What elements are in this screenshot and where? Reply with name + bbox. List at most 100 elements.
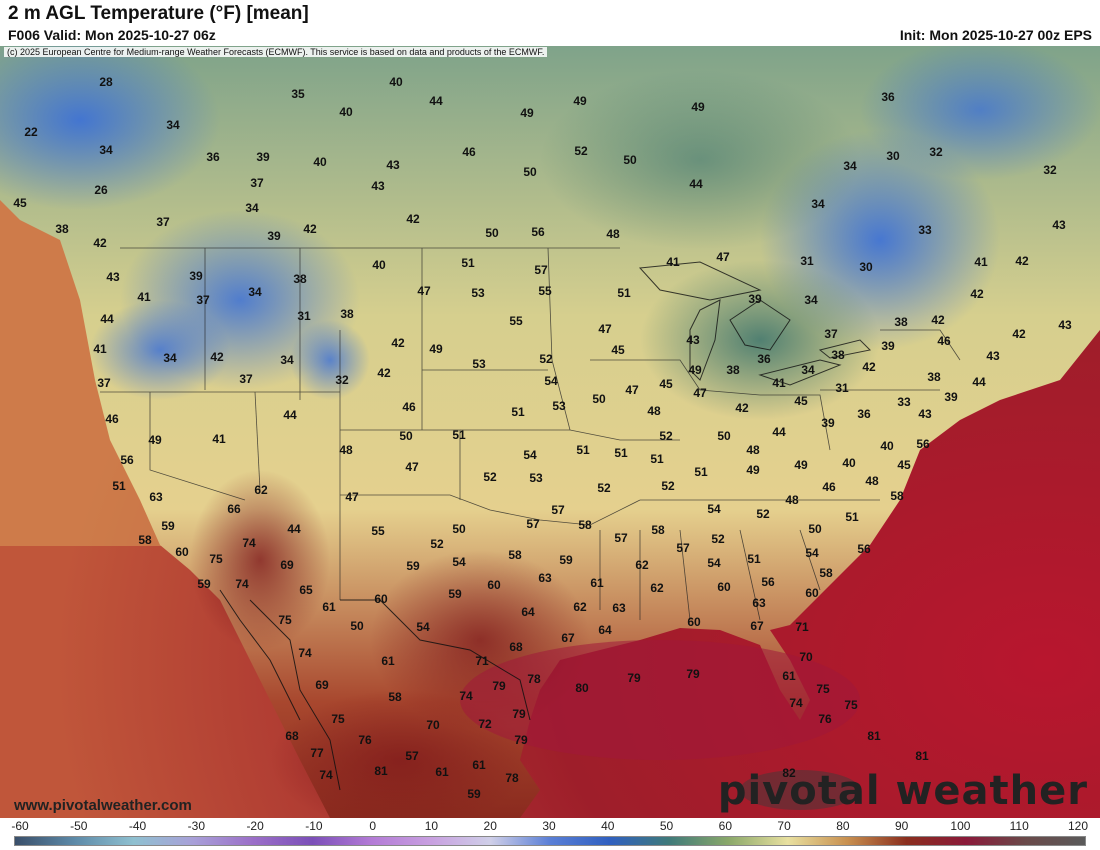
temperature-value: 45 <box>794 394 808 408</box>
temperature-value: 76 <box>818 712 832 726</box>
cold-region-labrador <box>860 46 1100 180</box>
temperature-value: 44 <box>429 94 443 108</box>
temperature-value: 37 <box>824 327 838 341</box>
temperature-value: 58 <box>819 566 833 580</box>
color-scale-tick: 90 <box>894 819 909 833</box>
temperature-value: 57 <box>405 749 419 763</box>
temperature-map[interactable]: 28 22 34 34 36 39 35 40 40 44 49 49 49 46 52 50 44 43 43 40… <box>0 46 1100 818</box>
color-scale-tick: 70 <box>777 819 791 833</box>
temperature-value: 34 <box>843 159 857 173</box>
temperature-value: 53 <box>552 399 566 413</box>
color-scale-tick: 40 <box>601 819 615 833</box>
temperature-value: 53 <box>529 471 543 485</box>
cuba <box>740 770 860 810</box>
temperature-value: 41 <box>772 376 786 390</box>
temperature-value: 38 <box>726 363 740 377</box>
temperature-value: 51 <box>845 510 859 524</box>
temperature-value: 44 <box>283 408 297 422</box>
temperature-value: 45 <box>659 377 673 391</box>
temperature-value: 36 <box>206 150 220 164</box>
temperature-value: 50 <box>592 392 606 406</box>
temperature-value: 47 <box>716 250 730 264</box>
temperature-value: 50 <box>808 522 822 536</box>
temperature-value: 79 <box>512 707 526 721</box>
temperature-value: 56 <box>916 437 930 451</box>
temperature-value: 58 <box>508 548 522 562</box>
temperature-value: 79 <box>492 679 506 693</box>
temperature-value: 54 <box>416 620 430 634</box>
temperature-value: 52 <box>539 352 553 366</box>
temperature-value: 67 <box>750 619 764 633</box>
temperature-value: 42 <box>303 222 317 236</box>
temperature-value: 40 <box>880 439 894 453</box>
temperature-value: 46 <box>462 145 476 159</box>
temperature-value: 72 <box>478 717 492 731</box>
temperature-value: 51 <box>650 452 664 466</box>
temperature-value: 22 <box>24 125 38 139</box>
temperature-value: 42 <box>735 401 749 415</box>
temperature-value: 63 <box>538 571 552 585</box>
temperature-value: 39 <box>748 292 762 306</box>
color-scale-tick: -50 <box>70 819 88 833</box>
temperature-value: 82 <box>782 766 796 780</box>
color-scale-tick: 110 <box>1009 819 1029 833</box>
temperature-value: 80 <box>575 681 589 695</box>
temperature-value: 52 <box>659 429 673 443</box>
color-scale-tick: 80 <box>836 819 850 833</box>
temperature-value: 60 <box>374 592 388 606</box>
temperature-value: 74 <box>319 768 333 782</box>
temperature-value: 39 <box>821 416 835 430</box>
cool-region-hudson <box>540 70 860 250</box>
temperature-value: 52 <box>661 479 675 493</box>
temperature-value: 63 <box>149 490 163 504</box>
temperature-value: 32 <box>929 145 943 159</box>
temperature-value: 71 <box>795 620 809 634</box>
temperature-value: 61 <box>322 600 336 614</box>
temperature-value: 54 <box>544 374 558 388</box>
temperature-value: 52 <box>711 532 725 546</box>
temperature-value: 81 <box>867 729 881 743</box>
brand-logo: pivotal weather <box>717 768 1088 814</box>
temperature-value: 62 <box>573 600 587 614</box>
temperature-value: 54 <box>523 448 537 462</box>
temperature-value: 56 <box>857 542 871 556</box>
temperature-value: 36 <box>857 407 871 421</box>
color-scale-tick: -60 <box>11 819 29 833</box>
color-scale-tick: 60 <box>718 819 733 833</box>
temperature-value: 38 <box>927 370 941 384</box>
color-scale-tick: -20 <box>246 819 264 833</box>
temperature-value: 31 <box>835 381 849 395</box>
temperature-value: 42 <box>391 336 405 350</box>
temperature-value: 43 <box>1052 218 1066 232</box>
temperature-value: 75 <box>209 552 223 566</box>
color-scale-tick: 120 <box>1067 819 1089 833</box>
temperature-value: 42 <box>970 287 984 301</box>
temperature-value: 39 <box>944 390 958 404</box>
temperature-value: 63 <box>752 596 766 610</box>
temperature-value: 79 <box>514 733 528 747</box>
temperature-value: 59 <box>559 553 573 567</box>
temperature-value: 74 <box>459 689 473 703</box>
temperature-value: 38 <box>340 307 354 321</box>
temperature-value: 38 <box>894 315 908 329</box>
temperature-value: 41 <box>974 255 988 269</box>
temperature-value: 61 <box>472 758 486 772</box>
temperature-value: 34 <box>811 197 825 211</box>
temperature-value: 40 <box>372 258 386 272</box>
temperature-value: 42 <box>931 313 945 327</box>
temperature-value: 55 <box>509 314 523 328</box>
temperature-value: 37 <box>239 372 253 386</box>
temperature-value: 51 <box>747 552 761 566</box>
color-scale-tick: -10 <box>305 819 323 833</box>
temperature-value: 34 <box>804 293 818 307</box>
temperature-value: 78 <box>527 672 541 686</box>
temperature-value: 41 <box>137 290 151 304</box>
temperature-value: 37 <box>196 293 210 307</box>
temperature-value: 76 <box>358 733 372 747</box>
temperature-value: 55 <box>538 284 552 298</box>
temperature-value: 79 <box>627 671 641 685</box>
temperature-value: 70 <box>799 650 813 664</box>
temperature-value: 59 <box>161 519 175 533</box>
mexico-outline <box>219 589 531 791</box>
temperature-value: 71 <box>475 654 489 668</box>
